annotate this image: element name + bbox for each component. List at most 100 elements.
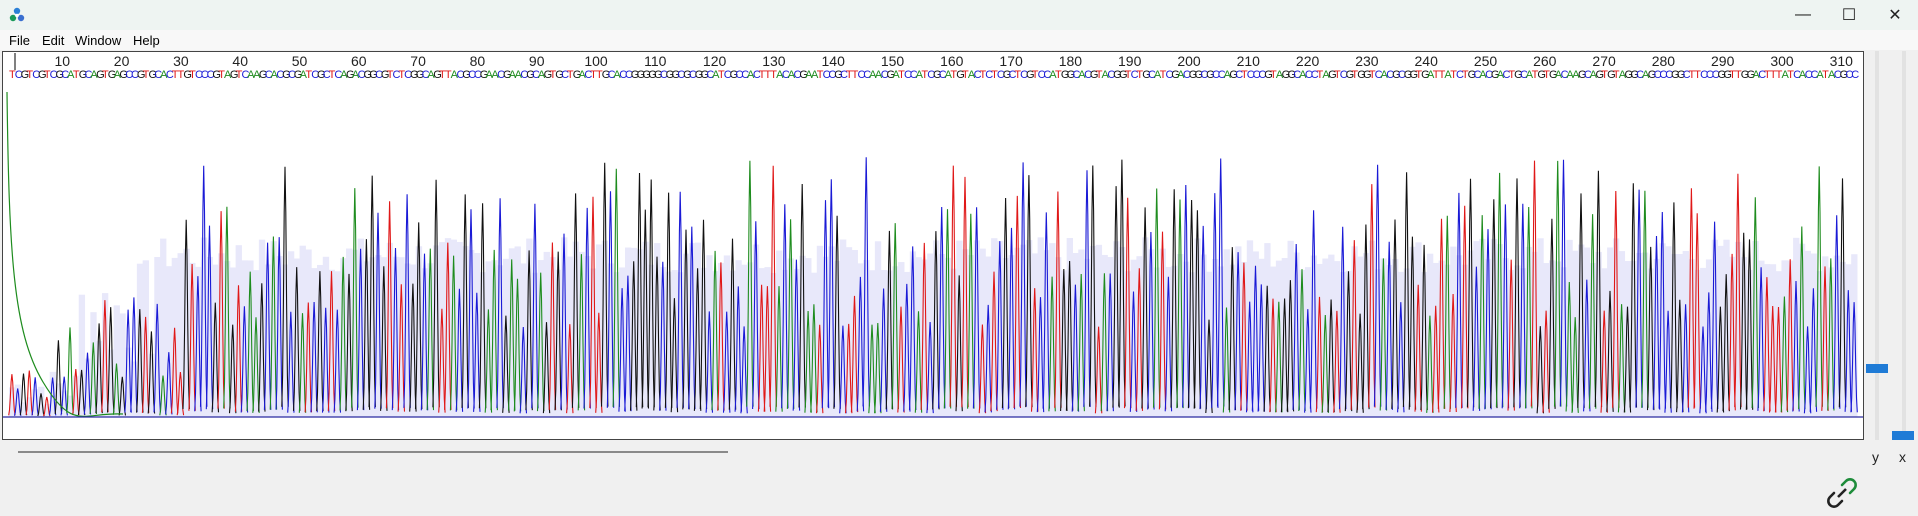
base-call: T	[1032, 69, 1039, 81]
trace-peak	[188, 263, 196, 411]
quality-bar	[1688, 259, 1695, 417]
base-call: T	[1532, 69, 1539, 81]
quality-bar	[287, 251, 295, 417]
menu-help[interactable]: Help	[133, 33, 160, 48]
base-call: G	[666, 69, 675, 81]
trace-peak	[1251, 265, 1260, 411]
base-call: A	[515, 69, 523, 81]
chromatogram-panel[interactable]: 10 20 30 40 50 60 70 80 90 100 110 120 130 140 150 160 1…	[2, 51, 1864, 440]
ruler-tick-label: 290	[1711, 53, 1735, 69]
trace-peak	[1530, 160, 1539, 407]
base-call: T	[567, 69, 574, 81]
base-call: A	[300, 69, 308, 81]
ruler-tick-label: 150	[881, 53, 905, 69]
base-call: T	[846, 69, 853, 81]
dna-app-icon[interactable]	[8, 6, 26, 24]
quality-bar	[334, 271, 341, 417]
trace-peak	[1734, 173, 1742, 408]
quality-bar	[1589, 263, 1596, 417]
base-call: G	[148, 69, 157, 81]
base-call: A	[1049, 69, 1057, 81]
trace-peak	[1710, 221, 1719, 410]
close-button[interactable]: ✕	[1872, 0, 1918, 30]
base-call: G	[1026, 69, 1035, 81]
trace-peak	[362, 239, 371, 410]
quality-bar	[136, 263, 144, 417]
x-scale-track[interactable]	[1902, 51, 1906, 440]
base-call: C	[1340, 69, 1348, 81]
quality-bar	[1851, 254, 1858, 417]
quality-bar	[61, 390, 68, 417]
trace-peak	[1216, 158, 1225, 407]
base-call: A	[509, 69, 517, 81]
trace-peak	[879, 288, 888, 412]
trace-peak	[1379, 258, 1388, 411]
trace-peak	[211, 302, 220, 413]
menu-window[interactable]: Window	[75, 33, 122, 48]
base-call: A	[451, 69, 459, 81]
base-call: G	[1328, 69, 1337, 81]
base-call: T	[73, 69, 80, 81]
quality-bar	[1020, 244, 1027, 417]
base-call: A	[67, 69, 75, 81]
trace-peak	[1385, 241, 1393, 410]
quality-bar	[1618, 251, 1626, 417]
base-call: C	[840, 69, 848, 81]
trace-peak	[1646, 246, 1655, 411]
trace-peak	[199, 165, 208, 407]
trace-peak	[1548, 218, 1556, 409]
quality-bar	[433, 245, 440, 417]
horizontal-scrollbar[interactable]	[18, 451, 728, 453]
trace-peak	[1815, 166, 1823, 407]
trace-peak	[606, 191, 615, 408]
trace-peak	[525, 250, 533, 411]
base-call: T	[1601, 69, 1608, 81]
trace-peak	[1280, 298, 1289, 413]
base-call: G	[1346, 69, 1355, 81]
ruler-tick-label: 200	[1177, 53, 1201, 69]
trace-peak	[403, 194, 411, 408]
trace-peak	[1391, 219, 1399, 409]
quality-bar	[903, 271, 911, 417]
base-call: A	[579, 69, 587, 81]
base-call: A	[1781, 69, 1789, 81]
maximize-button[interactable]: ☐	[1826, 0, 1872, 30]
menu-file[interactable]: File	[9, 33, 30, 48]
base-call: T	[898, 69, 905, 81]
base-call: G	[573, 69, 582, 81]
trace-peak	[8, 374, 16, 416]
minimize-button[interactable]: —	[1780, 0, 1826, 30]
y-scale-track[interactable]	[1875, 51, 1879, 440]
link-icon[interactable]	[1822, 473, 1862, 513]
quality-bar	[1084, 258, 1091, 417]
trace-peak	[1315, 296, 1324, 413]
quality-bar	[625, 247, 632, 417]
quality-bar	[834, 260, 841, 417]
base-call: G	[1468, 69, 1477, 81]
base-call: G	[462, 69, 471, 81]
base-call: T	[1735, 69, 1742, 81]
quality-bar	[1705, 259, 1713, 417]
ruler-tick-label: 10	[55, 53, 71, 69]
base-call: T	[189, 69, 196, 81]
chromatogram[interactable]: 10 20 30 40 50 60 70 80 90 100 110 120 130 140 150 160 1…	[3, 52, 1863, 439]
trace-peak	[868, 324, 876, 414]
quality-bar	[1363, 253, 1370, 417]
trace-peak	[1641, 190, 1649, 408]
quality-bar	[299, 245, 306, 417]
x-scale-slider[interactable]	[1892, 431, 1914, 440]
quality-bar	[1107, 257, 1114, 417]
trace-peak	[1182, 184, 1190, 408]
base-call: C	[782, 69, 790, 81]
base-call: T	[1014, 69, 1021, 81]
quality-bar	[404, 263, 411, 417]
trace-peak	[1658, 211, 1667, 409]
base-call: C	[474, 69, 482, 81]
base-call: C	[1700, 69, 1708, 81]
ruler-tick-label: 110	[644, 53, 667, 69]
base-call: C	[584, 69, 592, 81]
menu-edit[interactable]: Edit	[42, 33, 65, 48]
base-call: T	[387, 69, 394, 81]
quality-bar	[880, 270, 888, 417]
y-scale-slider[interactable]	[1866, 364, 1888, 373]
